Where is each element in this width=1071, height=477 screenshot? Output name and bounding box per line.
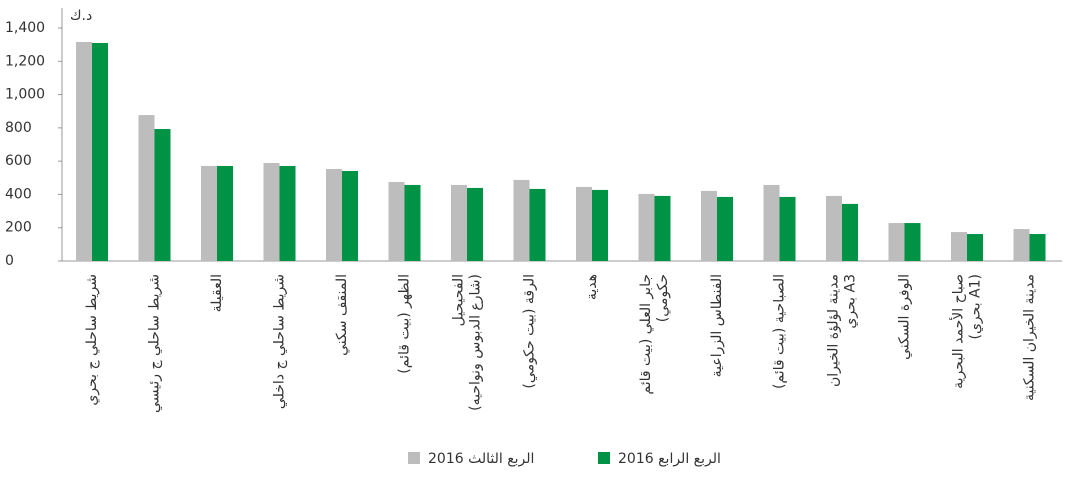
legend-label: الربع الثالث 2016: [428, 451, 534, 467]
y-tick-label: 1,200: [5, 53, 45, 69]
legend-swatch: [408, 452, 420, 464]
bar: [701, 190, 717, 261]
bar: [529, 188, 546, 261]
bar: [763, 184, 780, 261]
bar: [904, 223, 921, 261]
bar: [138, 115, 155, 261]
x-tick-label: الفحيحيل(شارع الدبوس ونواحيه): [451, 274, 484, 411]
x-tick-label: الرقة (بيت حكومي): [522, 274, 538, 389]
bar: [951, 232, 967, 261]
bar: [201, 165, 217, 261]
x-tick-label: مدينة لؤلؤة الخيرانA3 بحري: [826, 274, 859, 387]
bar: [779, 196, 796, 261]
bar: [1013, 229, 1030, 261]
bar: [513, 179, 530, 261]
y-axis-label: د.ك: [70, 8, 92, 24]
x-tick-label: المنقف سكني: [334, 274, 350, 356]
bar: [154, 129, 171, 261]
x-tick-label: شريط ساحلي ج بحري: [84, 274, 100, 406]
bar: [1029, 234, 1046, 261]
x-tick-label: شريط ساحلي ج رئيسي: [147, 274, 163, 413]
x-tick-label: هدية: [584, 274, 600, 300]
y-tick-label: 1,400: [5, 20, 45, 36]
y-tick-label: 800: [5, 120, 32, 136]
bar: [342, 170, 358, 261]
bar: [592, 189, 608, 261]
x-tick-label: صباح الأحمد البحرية(A1 بحري): [949, 274, 984, 389]
y-tick-label: 600: [5, 153, 32, 169]
x-tick-label: الوفرة السكني: [897, 274, 913, 360]
bar: [451, 184, 467, 261]
x-tick-label: الفنطاس الزراعية: [709, 274, 725, 377]
bar: [279, 165, 296, 261]
bar: [654, 195, 671, 261]
y-tick-label: 200: [5, 220, 32, 236]
bar: [826, 195, 842, 261]
bar: [888, 223, 905, 261]
bar: [467, 187, 483, 261]
legend-swatch: [598, 452, 610, 464]
bar: [326, 168, 342, 261]
bar: [638, 193, 655, 261]
bar: [76, 41, 92, 262]
y-tick-label: 400: [5, 186, 32, 202]
bar: [388, 181, 405, 261]
bar: [404, 184, 421, 261]
x-tick-label: جابر العلي (بيت قائمحكومي): [638, 274, 671, 395]
x-tick-label: الصباحية (بيت قائم): [772, 274, 788, 389]
bar: [576, 186, 592, 261]
bar: [717, 196, 733, 261]
x-tick-label: الظهر (بيت قائم): [397, 274, 413, 374]
bar: [263, 162, 280, 261]
x-tick-label: مدينة الخيران السكنية: [1022, 274, 1038, 401]
x-tick-label: العقيلة: [209, 274, 225, 312]
x-tick-label: شريط ساحلي ج داخلي: [272, 274, 288, 409]
bar: [92, 42, 108, 261]
y-tick-label: 1,000: [5, 87, 45, 103]
bar: [967, 234, 983, 261]
y-tick-label: 0: [5, 253, 14, 269]
legend-label: الربع الرابع 2016: [618, 451, 721, 467]
bar: [217, 165, 233, 261]
bar: [842, 203, 858, 261]
